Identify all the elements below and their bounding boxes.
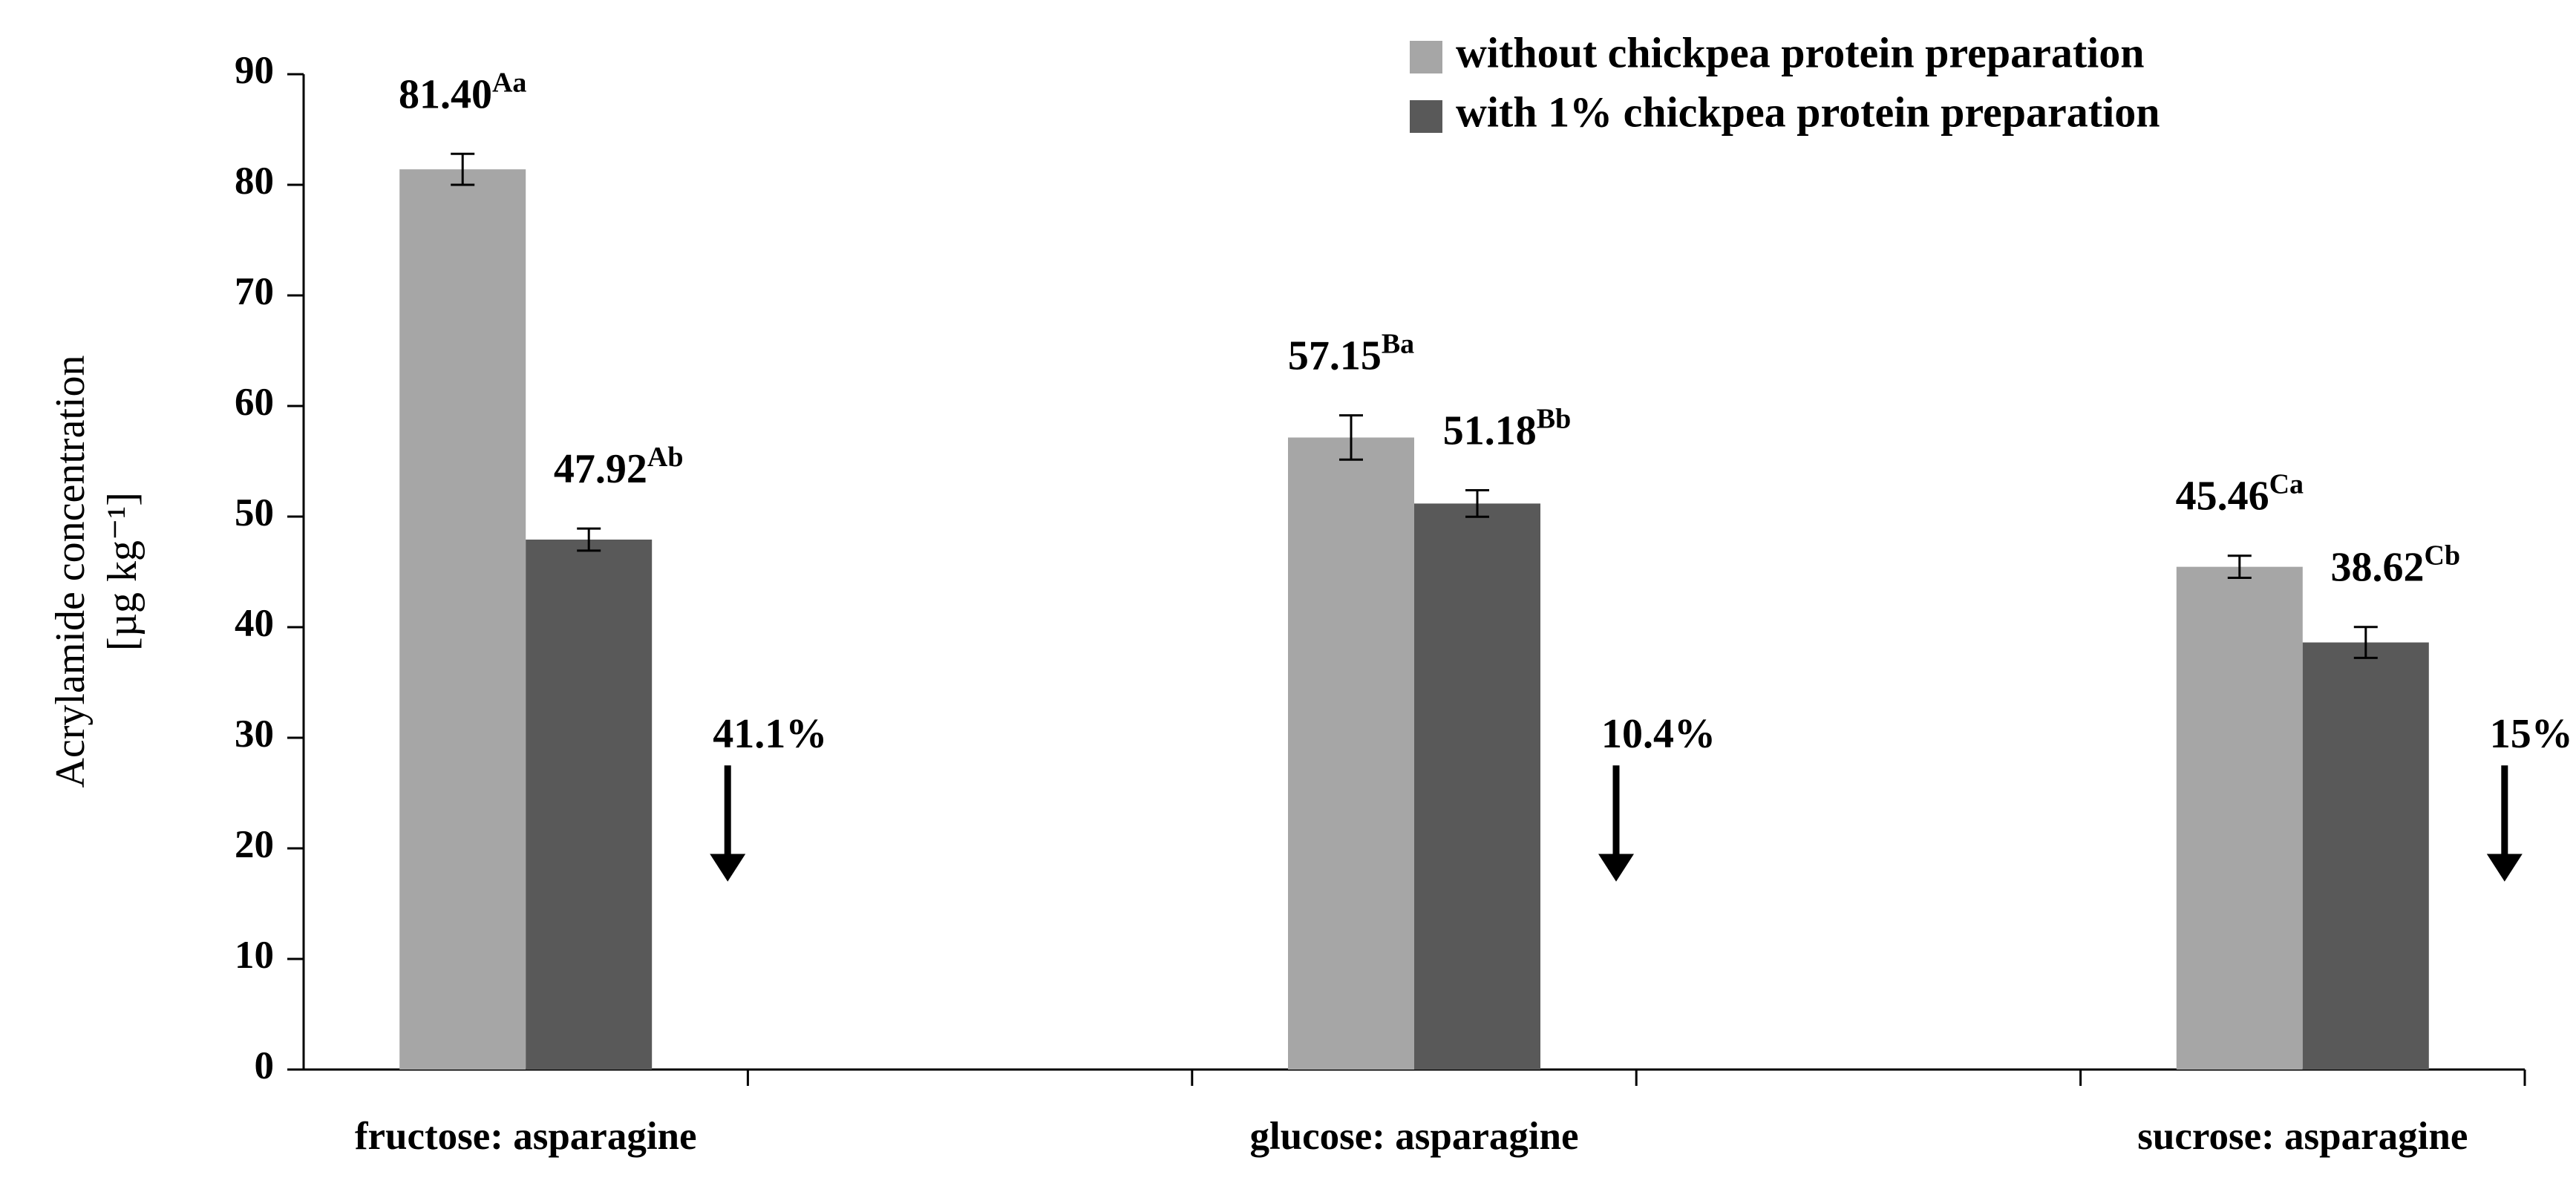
legend-swatch bbox=[1410, 41, 1442, 73]
value-label-letters: Cb bbox=[2425, 540, 2461, 571]
arrow-head bbox=[2486, 854, 2523, 882]
error-bar bbox=[577, 527, 601, 552]
value-label: 57.15Ba bbox=[1288, 328, 1414, 379]
y-tick-label: 90 bbox=[235, 49, 274, 92]
y-tick-label: 20 bbox=[235, 823, 274, 866]
value-label-letters: Ab bbox=[647, 442, 684, 473]
legend-label: without chickpea protein preparation bbox=[1456, 28, 2145, 76]
value-label-number: 81.40 bbox=[399, 71, 492, 117]
y-tick-label: 0 bbox=[255, 1044, 275, 1087]
value-label-letters: Bb bbox=[1537, 403, 1571, 434]
value-label-number: 47.92 bbox=[554, 446, 647, 492]
bar bbox=[2302, 642, 2429, 1070]
error-bar bbox=[2353, 626, 2378, 659]
arrow-head bbox=[1598, 854, 1634, 882]
error-bar bbox=[2227, 554, 2252, 580]
bar bbox=[2176, 566, 2303, 1070]
y-tick-label: 70 bbox=[235, 270, 274, 313]
value-label: 45.46Ca bbox=[2176, 468, 2304, 519]
value-label-number: 51.18 bbox=[1443, 407, 1537, 453]
value-label-number: 38.62 bbox=[2331, 545, 2425, 591]
y-tick-label: 60 bbox=[235, 381, 274, 424]
y-tick-label: 10 bbox=[235, 934, 274, 977]
arrow-head bbox=[710, 854, 746, 882]
bar bbox=[399, 169, 526, 1070]
bar bbox=[526, 539, 653, 1070]
y-axis-label: [µg kg⁻¹] bbox=[99, 492, 146, 651]
y-tick-label: 40 bbox=[235, 602, 274, 645]
x-tick-label: fructose: asparagine bbox=[355, 1115, 697, 1158]
x-tick-label: sucrose: asparagine bbox=[2137, 1115, 2468, 1158]
value-label-letters: Ba bbox=[1382, 328, 1414, 359]
y-tick-label: 80 bbox=[235, 160, 274, 203]
y-tick-label: 50 bbox=[235, 491, 274, 534]
y-tick-label: 30 bbox=[235, 713, 274, 756]
error-bar bbox=[451, 152, 475, 186]
x-tick-label: glucose: asparagine bbox=[1249, 1115, 1578, 1158]
value-label: 38.62Cb bbox=[2331, 540, 2461, 590]
y-axis-label: Acrylamide concentration bbox=[48, 355, 94, 787]
error-bar bbox=[1465, 489, 1489, 518]
value-label-number: 45.46 bbox=[2176, 474, 2269, 520]
legend-swatch bbox=[1410, 100, 1442, 133]
error-bar bbox=[1339, 414, 1363, 461]
value-label-letters: Ca bbox=[2269, 468, 2304, 500]
value-label-letters: Aa bbox=[492, 67, 526, 98]
value-label: 51.18Bb bbox=[1443, 403, 1571, 453]
value-label: 47.92Ab bbox=[554, 442, 684, 492]
reduction-label: 10.4% bbox=[1601, 711, 1716, 757]
bar bbox=[1288, 437, 1414, 1070]
reduction-label: 41.1% bbox=[713, 711, 827, 757]
reduction-label: 15% bbox=[2490, 711, 2573, 757]
legend-label: with 1% chickpea protein preparation bbox=[1456, 88, 2160, 136]
value-label: 81.40Aa bbox=[399, 67, 526, 117]
bar bbox=[1414, 503, 1540, 1070]
value-label-number: 57.15 bbox=[1288, 333, 1382, 379]
